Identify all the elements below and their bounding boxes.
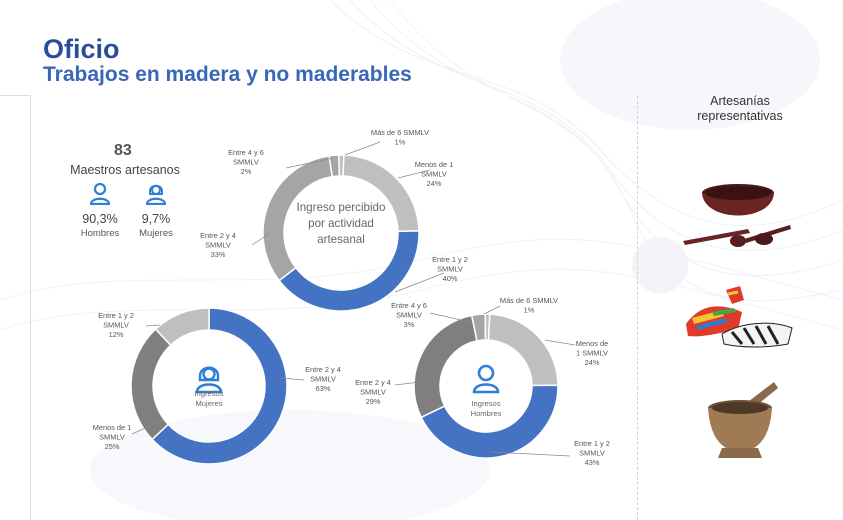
slice-label: Entre 1 y 2 SMMLV 40% (432, 255, 468, 283)
donut-slice (413, 314, 478, 419)
sidebar-title-line2: representativas (697, 109, 783, 123)
leader-line (344, 141, 381, 156)
women-pct: 9,7% (141, 212, 171, 226)
men-stat: 90,3% Hombres (74, 181, 126, 239)
donut-slice (151, 307, 288, 465)
frame-line-left (30, 95, 31, 520)
slice-label: Menos de 1 SMMLV 25% (93, 423, 132, 451)
leader-line (489, 451, 571, 457)
slice-label: Más de 6 SMMLV 1% (500, 296, 558, 315)
painted-sandal-icon (686, 286, 793, 348)
donut-chart-2: Entre 2 y 4 SMMLV 63% Menos de 1 SMMLV 25% Ent… (93, 307, 341, 465)
man-icon (89, 182, 111, 206)
slice-label: Entre 2 y 4 SMMLV 63% (305, 365, 341, 393)
mortar-pestle-icon (708, 382, 778, 458)
donut-chart-3: Menos de 1 SMMLV 24% Entre 1 y 2 SMMLV 43% Ent… (355, 296, 610, 467)
leader-line (145, 324, 161, 327)
donut-slice (338, 154, 345, 177)
woman-icon (145, 184, 167, 206)
leader-line (131, 419, 164, 435)
leader-line (483, 305, 501, 315)
leader-line (544, 339, 576, 346)
donut-center-title: Ingresos Mujeres (194, 389, 223, 408)
men-label: Hombres (80, 228, 120, 239)
slice-label: Entre 4 y 6 SMMLV 2% (228, 148, 264, 176)
slice-label: Entre 1 y 2 SMMLV 12% (98, 311, 134, 339)
men-pct: 90,3% (82, 212, 118, 226)
man-icon (472, 364, 500, 394)
donut-center-title: Ingreso percibido por actividad artesanal (297, 201, 386, 246)
donut-chart-1: Menos de 1 SMMLV 24% Entre 1 y 2 SMMLV 40% Ent… (200, 128, 468, 312)
leader-line (285, 157, 334, 169)
donut-slice (484, 313, 491, 341)
artisan-count: 83 (114, 142, 132, 159)
artisan-label: Maestros artesanos (70, 163, 180, 177)
donut-center-title: Ingresos Hombres (471, 399, 502, 418)
leader-line (394, 381, 421, 386)
donut-slice (420, 384, 559, 459)
women-label: Mujeres (139, 228, 173, 239)
leader-line (251, 232, 271, 246)
slice-label: Más de 6 SMMLV 1% (371, 128, 429, 147)
woman-icon (195, 366, 223, 394)
slice-label: Entre 4 y 6 SMMLV 3% (391, 301, 427, 329)
sidebar-title-line1: Artesanías (710, 94, 770, 108)
slice-label: Entre 2 y 4 SMMLV 29% (355, 378, 391, 406)
leader-line (279, 377, 305, 381)
slice-label: Menos de 1 SMMLV 24% (415, 160, 454, 188)
leader-line (394, 272, 445, 293)
donut-slice (487, 313, 559, 387)
sidebar-title: Artesanías representativas (670, 94, 810, 124)
leader-line (429, 312, 471, 323)
page-title: Oficio (43, 34, 120, 64)
women-stat: 9,7% Mujeres (130, 181, 182, 239)
slice-label: Menos de 1 SMMLV 24% (576, 339, 608, 367)
page-subtitle: Trabajos en madera y no maderables (43, 63, 412, 86)
slice-label: Entre 1 y 2 SMMLV 43% (574, 439, 610, 467)
donut-slice (154, 307, 210, 347)
leader-line (397, 169, 431, 179)
slice-label: Entre 2 y 4 SMMLV 33% (200, 231, 236, 259)
donut-slice (130, 328, 172, 441)
sidebar-divider (637, 96, 638, 520)
wooden-bowl-icon (683, 184, 791, 247)
frame-line-top (0, 95, 30, 96)
